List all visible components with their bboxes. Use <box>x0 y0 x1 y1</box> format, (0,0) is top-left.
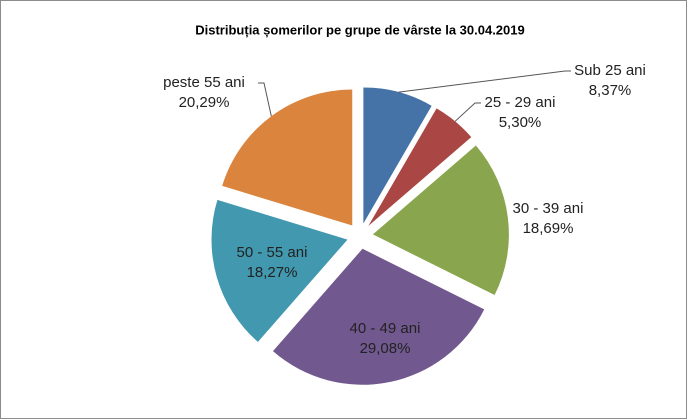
pie-slice <box>363 87 432 224</box>
slice-value: 18,27% <box>247 264 298 281</box>
leader-line <box>454 102 481 122</box>
pie-slice <box>211 199 348 342</box>
pie-slice <box>222 89 353 226</box>
slice-value: 29,08% <box>360 340 411 357</box>
slice-value: 5,30% <box>499 114 542 131</box>
slice-label: 50 - 55 ani <box>237 244 308 261</box>
slice-label: 25 - 29 ani <box>485 94 556 111</box>
slice-value: 8,37% <box>589 82 632 99</box>
slice-value: 20,29% <box>179 94 230 111</box>
slice-label: peste 55 ani <box>163 74 245 91</box>
leader-line <box>258 82 272 117</box>
chart-title: Distribuția șomerilor pe grupe de vârste… <box>195 22 524 37</box>
slice-value: 18,69% <box>523 220 574 237</box>
pie-slice <box>368 108 472 226</box>
slice-label: 30 - 39 ani <box>513 200 584 217</box>
slice-label: 40 - 49 ani <box>350 320 421 337</box>
pie-slice <box>372 145 509 296</box>
pie-slice <box>272 248 485 385</box>
leader-line <box>398 70 571 93</box>
slice-label: Sub 25 ani <box>574 62 646 79</box>
